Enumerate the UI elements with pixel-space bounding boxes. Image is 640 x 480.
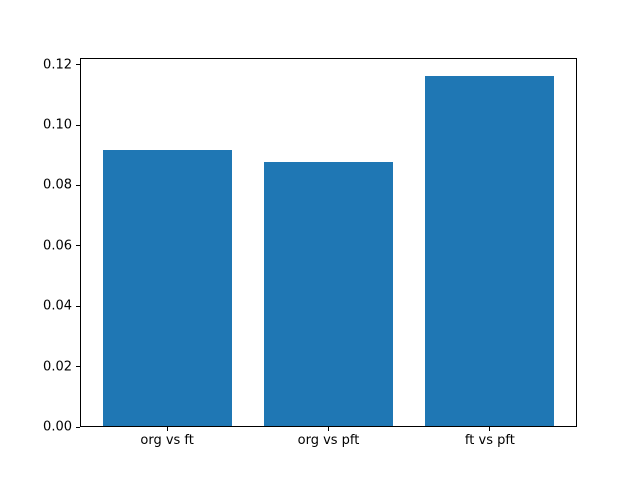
x-tick-mark xyxy=(489,427,491,431)
x-tick-label: org vs ft xyxy=(140,433,194,448)
y-tick-label: 0.12 xyxy=(43,57,72,73)
y-tick-mark xyxy=(76,124,80,126)
x-tick-label: org vs pft xyxy=(297,433,360,448)
y-tick-label: 0.00 xyxy=(43,419,72,435)
y-tick-mark xyxy=(76,305,80,307)
y-tick-mark xyxy=(76,184,80,186)
y-tick-label: 0.02 xyxy=(43,359,72,375)
bar xyxy=(102,150,232,427)
x-tick-mark xyxy=(166,427,168,431)
bar xyxy=(425,75,555,427)
bar xyxy=(263,161,394,427)
x-tick-mark xyxy=(328,427,329,431)
y-tick-mark xyxy=(76,366,80,368)
y-tick-mark xyxy=(76,64,80,66)
y-tick-mark xyxy=(76,245,80,247)
y-tick-label: 0.04 xyxy=(43,298,72,314)
y-tick-label: 0.08 xyxy=(43,177,72,193)
y-tick-label: 0.10 xyxy=(43,117,72,133)
y-tick-mark xyxy=(76,426,80,428)
x-tick-label: ft vs pft xyxy=(464,433,515,448)
y-tick-label: 0.06 xyxy=(43,238,72,254)
